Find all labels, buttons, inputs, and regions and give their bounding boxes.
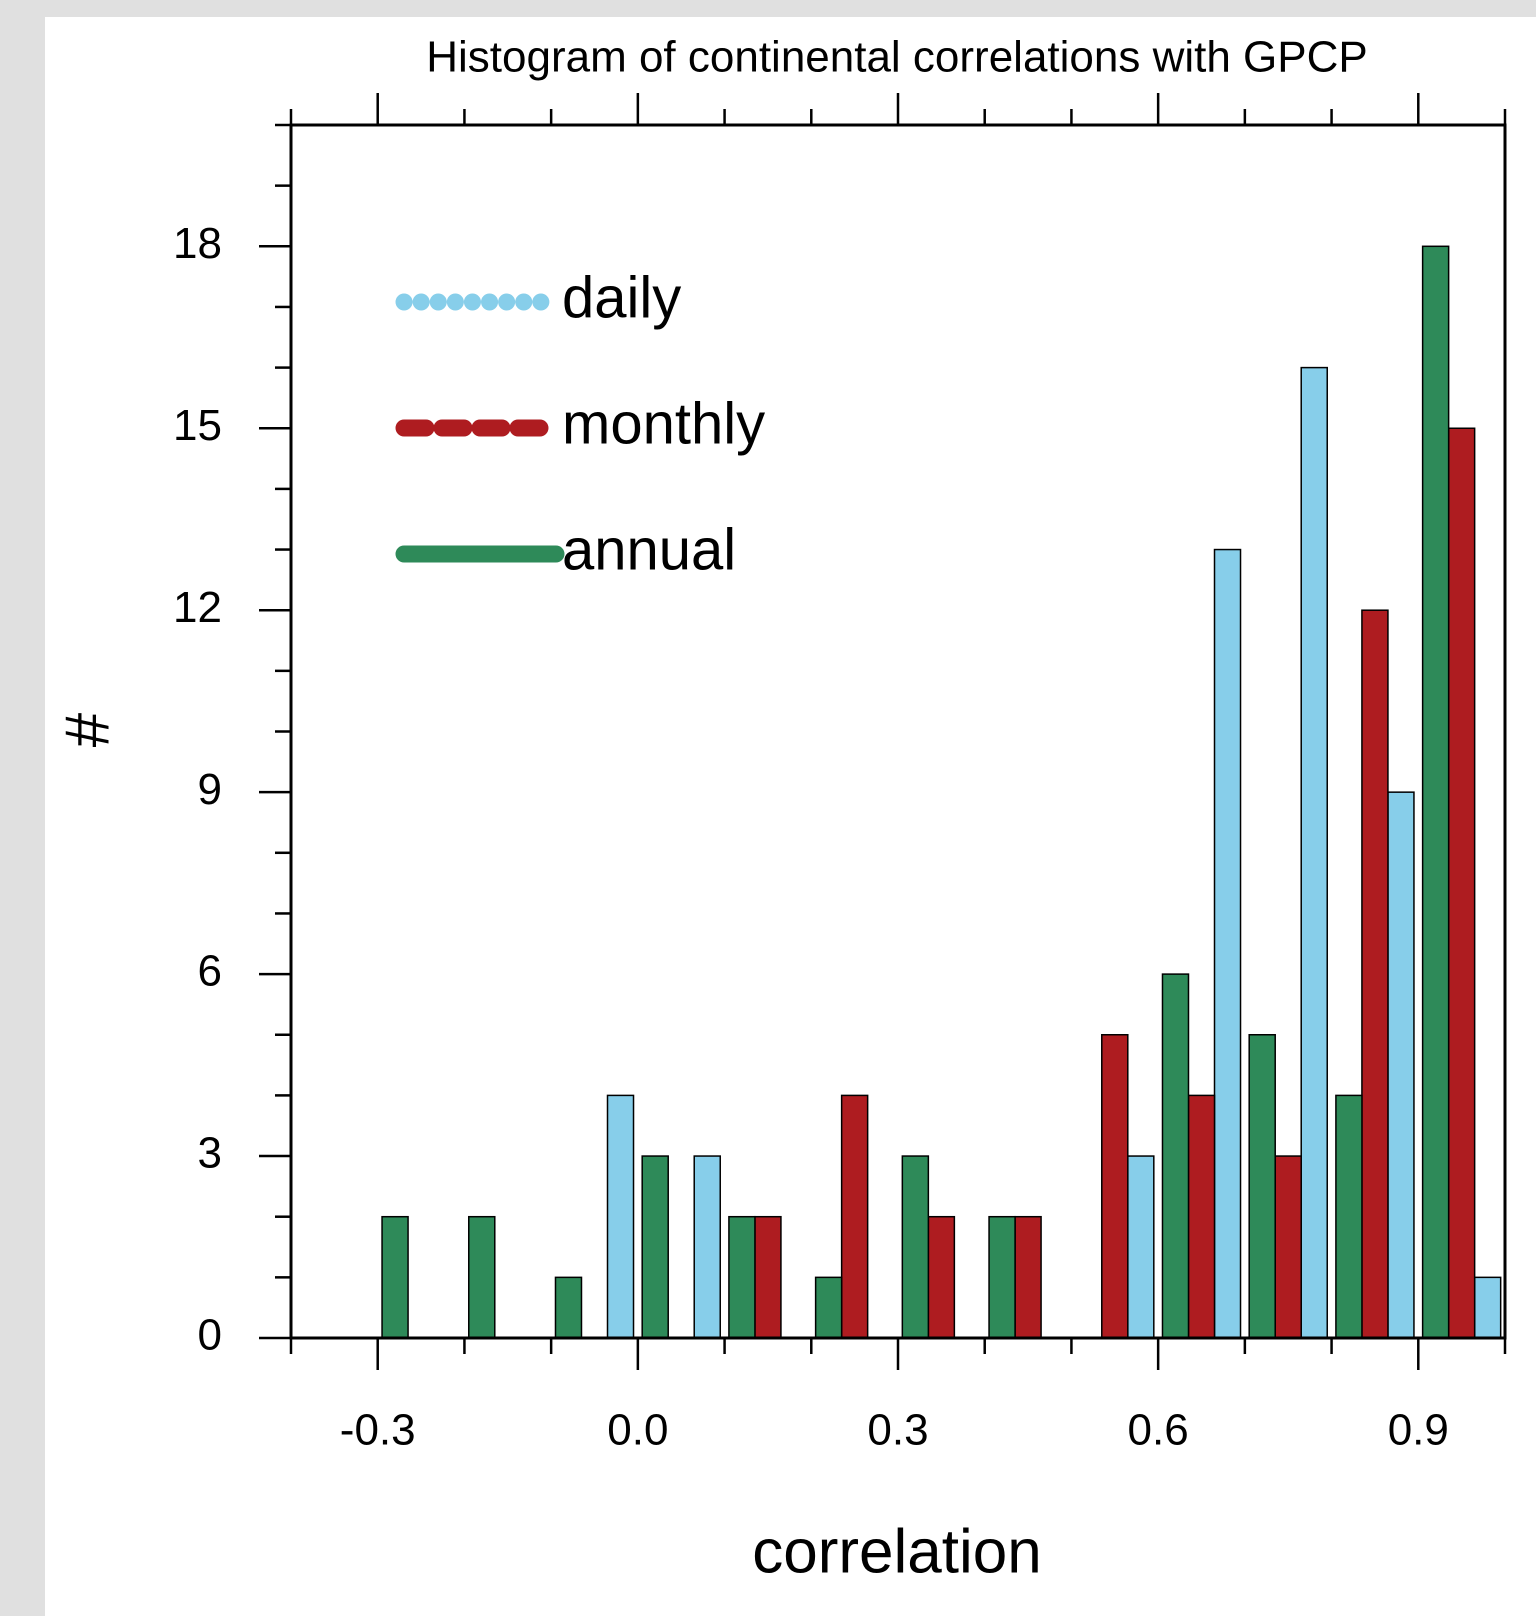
bar bbox=[1274, 1155, 1302, 1339]
y-tick-label: 6 bbox=[198, 947, 222, 996]
bar bbox=[554, 1276, 583, 1339]
x-tick-label: 0.0 bbox=[607, 1406, 668, 1455]
x-tick-label: 0.9 bbox=[1388, 1406, 1449, 1455]
bar bbox=[1127, 1155, 1155, 1339]
legend-label: daily bbox=[562, 265, 681, 330]
y-tick-label: 0 bbox=[198, 1311, 222, 1360]
bar bbox=[641, 1155, 669, 1339]
x-axis-label: correlation bbox=[752, 1517, 1041, 1586]
y-tick-label: 18 bbox=[173, 219, 222, 268]
panel bbox=[45, 17, 1536, 1616]
bar bbox=[901, 1155, 930, 1339]
bar bbox=[693, 1155, 721, 1339]
bar bbox=[468, 1215, 496, 1339]
y-tick-label: 12 bbox=[173, 583, 222, 632]
bar bbox=[1447, 427, 1476, 1339]
y-tick-label: 3 bbox=[198, 1129, 222, 1178]
y-tick-label: 9 bbox=[198, 765, 222, 814]
bar bbox=[927, 1215, 956, 1339]
bar bbox=[814, 1276, 843, 1339]
y-tick-label: 15 bbox=[173, 401, 222, 450]
bar bbox=[381, 1215, 409, 1339]
y-axis-label: # bbox=[53, 712, 122, 747]
bar bbox=[1335, 1094, 1363, 1339]
x-tick-label: 0.6 bbox=[1128, 1406, 1189, 1455]
chart-title: Histogram of continental correlations wi… bbox=[426, 33, 1368, 82]
bar bbox=[1421, 245, 1450, 1339]
bar bbox=[840, 1094, 869, 1339]
legend-label: annual bbox=[562, 517, 736, 582]
bar bbox=[1213, 548, 1242, 1339]
bar bbox=[1473, 1276, 1502, 1339]
bar bbox=[606, 1094, 635, 1339]
x-tick-label: 0.3 bbox=[867, 1406, 928, 1455]
bar bbox=[754, 1215, 782, 1339]
bar bbox=[1361, 609, 1389, 1339]
bar bbox=[1300, 366, 1328, 1339]
x-tick-label: -0.3 bbox=[340, 1406, 416, 1455]
bar bbox=[1014, 1215, 1042, 1339]
legend-label: monthly bbox=[562, 391, 765, 456]
bar bbox=[728, 1215, 756, 1339]
bar bbox=[1101, 1034, 1129, 1339]
bar bbox=[988, 1215, 1016, 1339]
bar bbox=[1161, 973, 1190, 1339]
bar bbox=[1248, 1034, 1276, 1339]
bar bbox=[1387, 791, 1415, 1339]
bar bbox=[1187, 1094, 1216, 1339]
